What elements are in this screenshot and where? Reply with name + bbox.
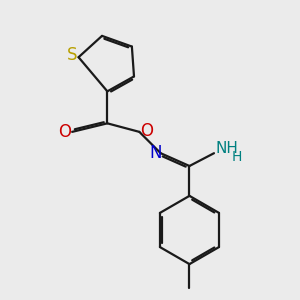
Text: O: O [58,123,71,141]
Text: N: N [149,144,162,162]
Text: O: O [140,122,153,140]
Text: H: H [232,151,242,164]
Text: NH: NH [215,141,238,156]
Text: S: S [67,46,77,64]
